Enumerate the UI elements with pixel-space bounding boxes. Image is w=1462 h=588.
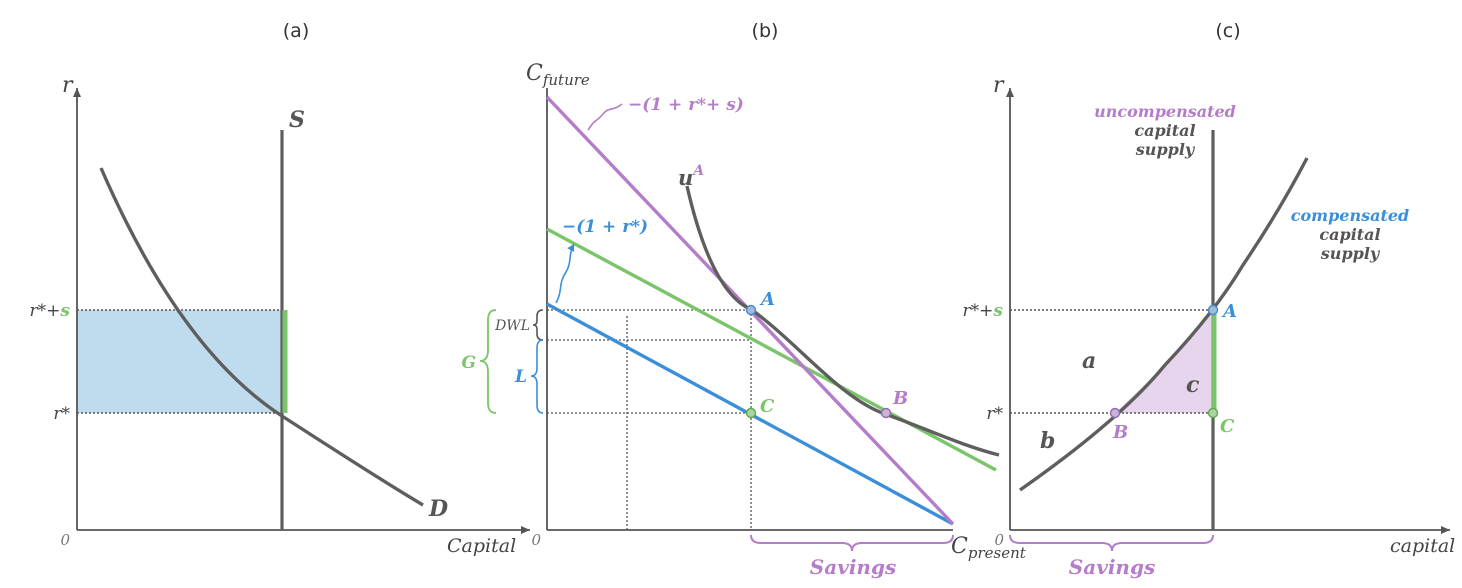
panel-b-g-label: G [461, 353, 476, 373]
panel-b-indifference-label: uA [678, 163, 704, 190]
panel-c-uncompensated-line2: capital [1134, 121, 1195, 140]
panel-b-indifference-curve [685, 185, 1000, 457]
panel-b-point-a-label: A [759, 289, 775, 310]
panel-b-point-a [745, 304, 757, 316]
panel-c-compensated-line1: compensated [1291, 206, 1409, 225]
panel-b-y-label-main: C [526, 61, 543, 86]
panel-c-point-a [1207, 304, 1219, 316]
panel-a-demand-label: D [428, 496, 448, 522]
panel-a-x-label: Capital [447, 535, 516, 557]
panel-c-region-c-fill [1115, 312, 1213, 413]
panel-b-point-c-label: C [760, 396, 775, 417]
panel-c-point-c [1207, 407, 1219, 419]
panel-b-y-label-sub: future [542, 71, 590, 89]
panel-b-point-c [745, 407, 757, 419]
panel-b-y-label: Cfuture [526, 61, 590, 89]
panel-c-r-star-tick: r* [986, 404, 1003, 424]
panel-b: (b) A C B Cfuture Cpresent 0 −(1 + r*+ s… [461, 20, 1026, 579]
panel-a-shaded-rect [77, 310, 281, 413]
panel-b-point-b-label: B [892, 388, 908, 409]
panel-b-green-line [546, 227, 997, 472]
panel-a-r-star-s-suffix: s [59, 301, 70, 321]
panel-b-blue-slope-label: −(1 + r*) [562, 217, 648, 237]
panel-b-label: (b) [752, 20, 779, 42]
panel-c-r-star-s-prefix: r*+ [963, 301, 994, 321]
panel-c-y-label: r [993, 73, 1005, 98]
panel-b-indifference-main: u [678, 165, 693, 190]
panel-a-demand-curve [99, 167, 424, 507]
panel-c-compensated-line3: supply [1320, 244, 1381, 263]
panel-c-point-c-label: C [1220, 416, 1235, 437]
panel-a-y-label: r [62, 73, 74, 98]
panel-c-point-b [1109, 407, 1121, 419]
panel-b-origin-label: 0 [531, 531, 541, 549]
panel-c-x-label: capital [1390, 535, 1455, 557]
panel-c-region-b-label: b [1040, 428, 1055, 454]
panel-c-uncompensated-line1: uncompensated [1094, 102, 1236, 121]
panel-a-r-star-s-tick: r*+s [30, 301, 71, 321]
panel-c-savings-brace [1009, 534, 1214, 552]
panel-a-origin-label: 0 [60, 531, 70, 549]
panel-b-blue-slope-pointer [555, 243, 575, 304]
panel-c: (c) A C B a b c r capital 0 r*+s r* unco… [963, 20, 1456, 579]
panel-c-uncompensated-line3: supply [1135, 140, 1196, 159]
panel-b-point-b [880, 407, 892, 419]
panel-a: (a) r Capital 0 S D r*+s r* [30, 20, 530, 557]
panel-a-label: (a) [283, 20, 309, 42]
panel-c-compensated-supply [1019, 157, 1309, 492]
panel-a-r-star-s-prefix: r*+ [30, 301, 61, 321]
panel-b-l-label: L [514, 367, 527, 387]
panel-b-purple-slope-pointer [587, 103, 623, 131]
panel-a-supply-label: S [289, 107, 305, 133]
panel-b-dwl-label: DWL [494, 318, 530, 334]
panel-b-purple-slope-label: −(1 + r*+ s) [628, 95, 744, 115]
panel-b-indifference-sup: A [691, 163, 704, 179]
panel-b-x-label: Cpresent [951, 534, 1027, 562]
panel-b-x-label-main: C [951, 534, 968, 559]
panel-a-r-star-tick: r* [53, 404, 70, 424]
panel-b-l-brace [530, 339, 544, 414]
panel-c-r-star-s-tick: r*+s [963, 301, 1004, 321]
panel-c-region-c-label: c [1186, 372, 1200, 398]
panel-c-r-star-s-suffix: s [992, 301, 1003, 321]
panel-c-savings-label: Savings [1069, 555, 1155, 579]
panel-b-g-brace [479, 309, 497, 414]
panel-c-origin-label: 0 [994, 531, 1004, 549]
panel-b-dwl-brace [532, 309, 544, 341]
panel-b-savings-brace [750, 534, 954, 552]
panel-c-point-b-label: B [1112, 422, 1128, 443]
panel-c-label: (c) [1215, 20, 1240, 42]
panel-c-region-a-label: a [1082, 348, 1096, 374]
panel-c-point-a-label: A [1221, 301, 1237, 322]
panel-c-compensated-line2: capital [1319, 225, 1380, 244]
panel-b-x-label-sub: present [968, 544, 1027, 562]
panel-b-savings-label: Savings [810, 555, 896, 579]
